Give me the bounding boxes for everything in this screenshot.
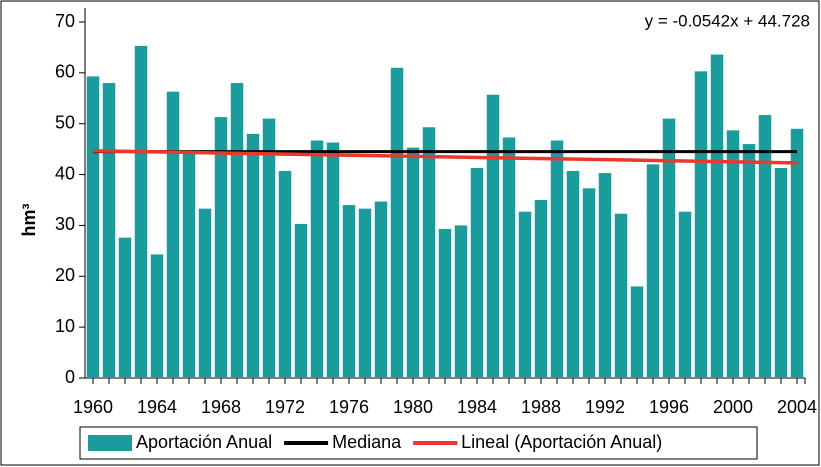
x-tick-label: 2004 bbox=[777, 397, 817, 417]
y-tick-label: 40 bbox=[55, 163, 75, 183]
y-tick-label: 60 bbox=[55, 62, 75, 82]
bar bbox=[294, 223, 308, 378]
bar bbox=[134, 45, 148, 378]
bar bbox=[246, 133, 260, 378]
legend-swatch bbox=[88, 435, 132, 451]
bar bbox=[550, 140, 564, 378]
bar bbox=[166, 91, 180, 378]
bar bbox=[790, 128, 804, 378]
y-axis-label: hm³ bbox=[19, 204, 39, 237]
equation: y = -0.0542x + 44.728 bbox=[645, 11, 810, 30]
y-tick-label: 0 bbox=[65, 367, 75, 387]
bar bbox=[150, 254, 164, 378]
x-tick-label: 1996 bbox=[649, 397, 689, 417]
bar bbox=[358, 208, 372, 378]
bar bbox=[214, 117, 228, 379]
bar bbox=[486, 94, 500, 379]
bar bbox=[566, 171, 580, 378]
bar bbox=[102, 83, 116, 379]
bar bbox=[262, 118, 276, 378]
bar bbox=[598, 173, 612, 378]
y-tick-label: 30 bbox=[55, 214, 75, 234]
legend bbox=[79, 426, 758, 460]
bar bbox=[614, 213, 628, 378]
bar bbox=[678, 211, 692, 378]
legend-label: Lineal (Aportación Anual) bbox=[461, 432, 662, 452]
bar bbox=[118, 237, 132, 378]
trend-line bbox=[92, 149, 798, 165]
x-tick-label: 1976 bbox=[329, 397, 369, 417]
bar bbox=[694, 71, 708, 379]
bar bbox=[406, 147, 420, 378]
bar bbox=[438, 228, 452, 378]
bar bbox=[326, 142, 340, 378]
bar bbox=[390, 67, 404, 379]
x-tick-label: 1960 bbox=[73, 397, 113, 417]
bar bbox=[742, 144, 756, 378]
x-tick-label: 2000 bbox=[713, 397, 753, 417]
x-tick-label: 1968 bbox=[201, 397, 241, 417]
x-tick-label: 1972 bbox=[265, 397, 305, 417]
bar bbox=[422, 127, 436, 378]
bar bbox=[198, 208, 212, 378]
bar bbox=[518, 211, 532, 378]
bar bbox=[182, 151, 196, 378]
bar bbox=[374, 201, 388, 378]
bar bbox=[662, 118, 676, 378]
bar bbox=[230, 83, 244, 379]
bar bbox=[310, 140, 324, 378]
bar bbox=[470, 167, 484, 378]
bar bbox=[86, 76, 100, 378]
bar bbox=[758, 115, 772, 378]
y-tick-label: 20 bbox=[55, 265, 75, 285]
legend-label: Mediana bbox=[332, 432, 402, 452]
x-tick-label: 1988 bbox=[521, 397, 561, 417]
bar bbox=[710, 54, 724, 378]
y-tick-label: 70 bbox=[55, 11, 75, 31]
legend-label: Aportación Anual bbox=[136, 432, 272, 452]
bar bbox=[646, 164, 660, 378]
bar bbox=[582, 188, 596, 378]
x-tick-label: 1964 bbox=[137, 397, 177, 417]
bar bbox=[342, 205, 356, 378]
bar bbox=[774, 167, 788, 378]
bar bbox=[454, 225, 468, 378]
bar bbox=[534, 200, 548, 378]
bar bbox=[502, 137, 516, 378]
bar bbox=[726, 130, 740, 378]
x-tick-label: 1992 bbox=[585, 397, 625, 417]
y-tick-label: 10 bbox=[55, 316, 75, 336]
x-tick-label: 1984 bbox=[457, 397, 497, 417]
x-tick-label: 1980 bbox=[393, 397, 433, 417]
bar bbox=[630, 286, 644, 378]
bar bbox=[278, 171, 292, 378]
y-tick-label: 50 bbox=[55, 112, 75, 132]
